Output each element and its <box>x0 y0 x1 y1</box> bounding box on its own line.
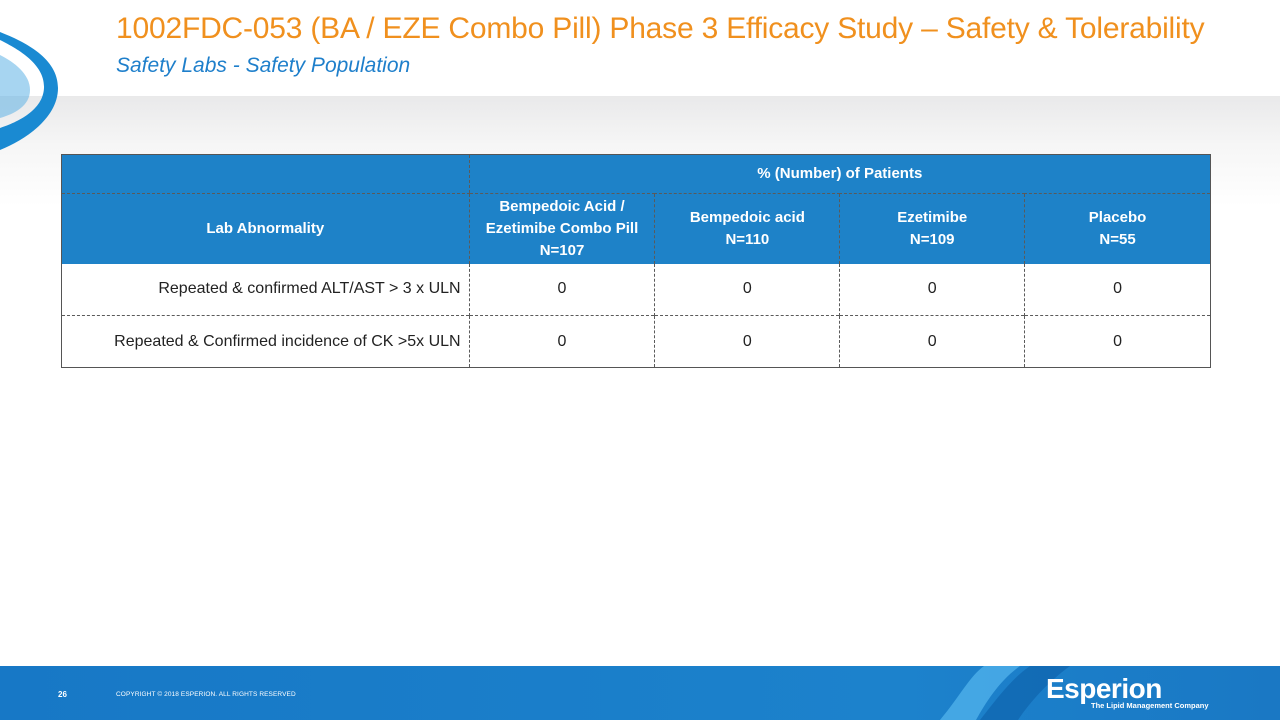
table-cell: 0 <box>1024 315 1211 368</box>
row-label: Repeated & confirmed ALT/AST > 3 x ULN <box>61 263 470 316</box>
esperion-logo: Esperion <box>1046 673 1162 704</box>
table-cell: 0 <box>1024 263 1211 316</box>
table-group-header-row: % (Number) of Patients <box>61 154 1211 194</box>
logo-tagline: The Lipid Management Company <box>1091 701 1209 710</box>
column-header-n: N=55 <box>1099 230 1136 248</box>
column-header-bempedoic: Bempedoic acid N=110 <box>654 193 840 264</box>
safety-labs-table: % (Number) of Patients Lab Abnormality B… <box>61 154 1211 368</box>
table-cell: 0 <box>654 315 840 368</box>
table-cell: 0 <box>839 315 1025 368</box>
slide-title: 1002FDC-053 (BA / EZE Combo Pill) Phase … <box>116 12 1205 45</box>
slide-subtitle: Safety Labs - Safety Population <box>116 54 411 77</box>
column-header-combo: Bempedoic Acid / Ezetimibe Combo Pill N=… <box>468 193 655 264</box>
column-header-line1: Bempedoic Acid / <box>499 198 625 216</box>
table-column-header-row: Lab Abnormality Bempedoic Acid / Ezetimi… <box>61 193 1211 264</box>
footer-swirl-icon <box>940 666 1070 720</box>
table-row: Repeated & confirmed ALT/AST > 3 x ULN 0… <box>61 263 1211 316</box>
table-cell: 0 <box>468 315 655 368</box>
column-header-line2: Placebo <box>1088 209 1147 226</box>
table-cell: 0 <box>839 263 1025 316</box>
footer-bar: 26 COPYRIGHT © 2018 ESPERION. ALL RIGHTS… <box>0 666 1280 720</box>
row-header: Lab Abnormality <box>61 193 470 264</box>
column-header-n: N=110 <box>725 230 770 248</box>
column-header-n: N=107 <box>539 241 585 259</box>
column-header-placebo: Placebo N=55 <box>1024 193 1211 264</box>
table-cell: 0 <box>654 263 840 316</box>
row-label: Repeated & Confirmed incidence of CK >5x… <box>61 315 470 368</box>
column-header-ezetimibe: Ezetimibe N=109 <box>839 193 1025 264</box>
table-row: Repeated & Confirmed incidence of CK >5x… <box>61 315 1211 368</box>
page-number: 26 <box>58 690 67 699</box>
copyright-text: COPYRIGHT © 2018 ESPERION. ALL RIGHTS RE… <box>116 691 296 698</box>
column-header-n: N=109 <box>909 230 955 248</box>
column-header-line2: Ezetimibe Combo Pill <box>485 219 639 237</box>
header-spacer <box>61 154 470 194</box>
ribbon-decoration-icon <box>0 32 58 150</box>
group-header: % (Number) of Patients <box>468 154 1211 194</box>
table-cell: 0 <box>468 263 655 316</box>
column-header-line2: Bempedoic acid <box>689 209 805 226</box>
column-header-line2: Ezetimibe <box>897 209 968 226</box>
